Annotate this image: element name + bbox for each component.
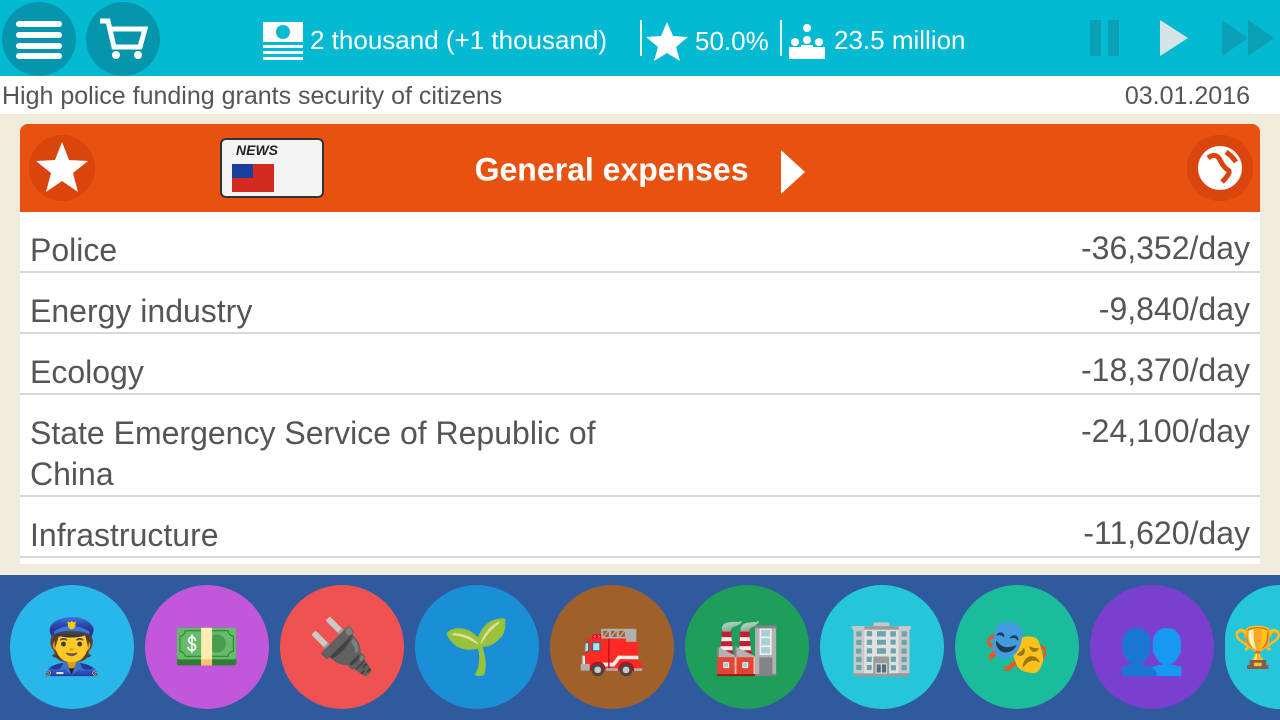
panel-title: General expenses (20, 150, 1260, 194)
news-text: High police funding grants security of c… (2, 82, 503, 110)
next-arrow-icon[interactable] (781, 150, 806, 194)
police-icon: 👮 (38, 616, 106, 677)
rating-value: 50.0% (695, 25, 769, 56)
expense-label: Ecology (30, 354, 144, 390)
news-button[interactable]: NEWS (220, 138, 324, 198)
expense-label: Energy industry (30, 293, 253, 329)
expense-row[interactable]: State Emergency Service of Republic of C… (20, 395, 1260, 497)
expense-row[interactable]: Police -36,352/day (20, 212, 1260, 273)
emergency-icon: 🚒 (578, 616, 646, 677)
expense-value: -18,370/day (1080, 352, 1250, 388)
industry-icon: 🏭 (713, 616, 781, 677)
expense-value: -24,100/day (1080, 413, 1250, 449)
expense-value: -11,620/day (1083, 515, 1250, 551)
money-icon (263, 22, 303, 60)
hamburger-icon (16, 21, 62, 59)
category-culture-button[interactable]: 🎭 (955, 585, 1079, 709)
game-date: 03.01.2016 (1124, 82, 1250, 110)
rating-stat: 50.0% (645, 20, 769, 62)
top-bar: 2 thousand (+1 thousand) 50.0% 23.5 mill… (0, 0, 1280, 76)
money-value: 2 thousand (+1 thousand) (310, 24, 608, 55)
category-industry-button[interactable]: 🏭 (685, 585, 809, 709)
divider (780, 20, 782, 56)
shop-button[interactable] (86, 2, 160, 76)
cart-icon (100, 18, 148, 59)
category-bar: 👮 💵 🔌 🌱 🚒 🏭 🏢 🎭 👥 🏆 (0, 575, 1280, 720)
achievements-icon: 🏆 (1233, 625, 1280, 670)
play-icon[interactable] (1160, 20, 1188, 56)
panel-title-text: General expenses (474, 151, 749, 188)
category-housing-button[interactable]: 🏢 (820, 585, 944, 709)
ecology-icon: 🌱 (443, 616, 511, 677)
divider (640, 20, 642, 56)
housing-icon: 🏢 (848, 616, 916, 677)
panel-header: NEWS General expenses (20, 124, 1260, 212)
category-achievements-button[interactable]: 🏆 (1225, 585, 1280, 709)
category-finance-button[interactable]: 💵 (145, 585, 269, 709)
pause-icon[interactable] (1090, 20, 1120, 56)
category-society-button[interactable]: 👥 (1090, 585, 1214, 709)
expenses-panel: NEWS General expenses Police -36,352/day E… (20, 124, 1260, 564)
expense-row[interactable]: Infrastructure -11,620/day (20, 497, 1260, 558)
category-emergency-button[interactable]: 🚒 (550, 585, 674, 709)
society-icon: 👥 (1118, 616, 1186, 677)
expense-label: State Emergency Service of Republic of C… (30, 415, 596, 492)
category-ecology-button[interactable]: 🌱 (415, 585, 539, 709)
expense-row[interactable]: Ecology -18,370/day (20, 334, 1260, 395)
finance-icon: 💵 (173, 616, 241, 677)
expense-value: -9,840/day (1098, 291, 1250, 327)
category-energy-button[interactable]: 🔌 (280, 585, 404, 709)
favorite-star-icon[interactable] (28, 134, 96, 202)
population-value: 23.5 million (834, 24, 966, 55)
category-police-button[interactable]: 👮 (10, 585, 134, 709)
money-stat: 2 thousand (+1 thousand) (262, 20, 607, 60)
globe-icon[interactable] (1186, 134, 1254, 202)
expense-label: Police (30, 232, 118, 268)
energy-icon: 🔌 (308, 616, 376, 677)
expense-value: -36,352/day (1080, 230, 1250, 266)
news-ticker: High police funding grants security of c… (0, 76, 1280, 114)
expense-row[interactable]: Energy industry -9,840/day (20, 273, 1260, 334)
people-icon (789, 24, 825, 59)
menu-button[interactable] (2, 2, 76, 76)
news-badge-text: NEWS (236, 142, 278, 158)
star-icon (646, 22, 688, 61)
expense-label: Infrastructure (30, 517, 219, 553)
population-stat: 23.5 million (786, 20, 966, 60)
fast-forward-icon[interactable] (1222, 20, 1278, 56)
culture-icon: 🎭 (983, 616, 1051, 677)
flag-icon (232, 164, 274, 192)
